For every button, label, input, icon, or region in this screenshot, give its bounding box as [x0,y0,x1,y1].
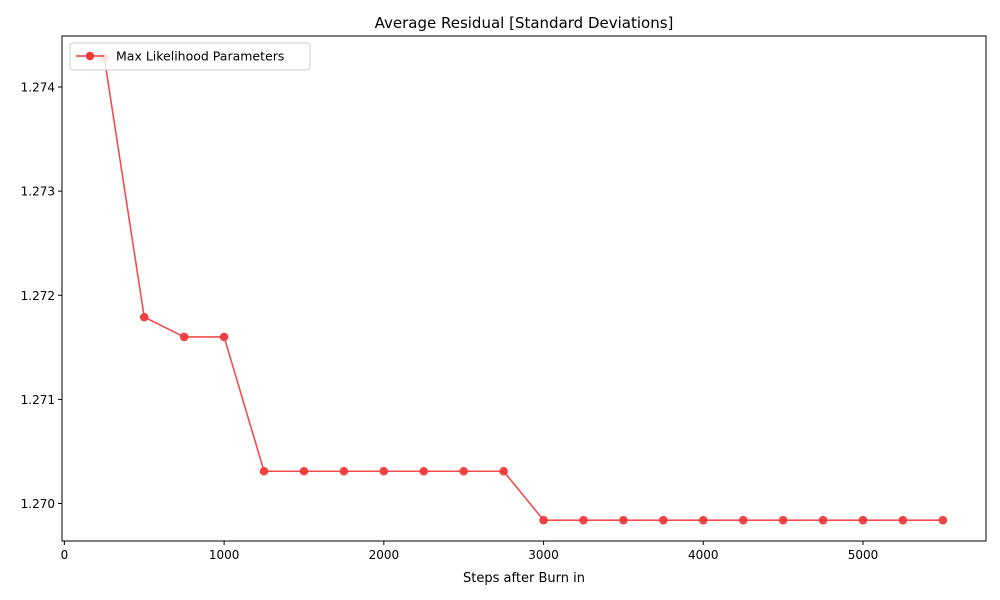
data-point [898,515,908,525]
y-tick-label: 1.274 [21,81,55,95]
data-point [858,515,868,525]
y-axis-ticks: 1.270 1.271 1.272 1.273 1.274 [21,81,62,511]
data-point [938,515,948,525]
data-point [459,466,469,476]
series-line [103,57,943,521]
data-point [818,515,828,525]
x-tick-label: 0 [61,548,69,562]
data-point [219,332,229,342]
x-axis-label: Steps after Burn in [463,571,585,586]
legend-marker-swatch [85,51,95,61]
data-point [259,466,269,476]
x-tick-label: 3000 [528,548,559,562]
x-tick-label: 4000 [688,548,719,562]
x-tick-label: 1000 [209,548,240,562]
data-point [619,515,628,525]
data-point [139,312,149,322]
y-tick-label: 1.273 [21,185,55,199]
chart-title: Average Residual [Standard Deviations] [375,14,674,32]
legend: Max Likelihood Parameters [69,42,311,71]
data-point [499,466,508,476]
data-point [778,515,788,525]
data-point [179,332,189,342]
data-point [539,515,548,525]
plot-area [61,35,987,542]
data-point [738,515,748,525]
y-tick-label: 1.271 [21,393,55,407]
data-point [579,515,588,525]
data-point [659,515,668,525]
x-tick-label: 2000 [369,548,400,562]
data-point [698,515,708,525]
y-tick-label: 1.272 [21,289,55,303]
y-tick-label: 1.270 [21,497,55,511]
data-point [419,466,429,476]
data-point [379,466,389,476]
x-tick-label: 5000 [848,548,879,562]
legend-box [69,42,311,71]
data-point [339,466,349,476]
x-axis-ticks: 0 1000 2000 3000 4000 5000 [61,541,879,562]
data-point [299,466,309,476]
legend-label: Max Likelihood Parameters [116,49,284,64]
